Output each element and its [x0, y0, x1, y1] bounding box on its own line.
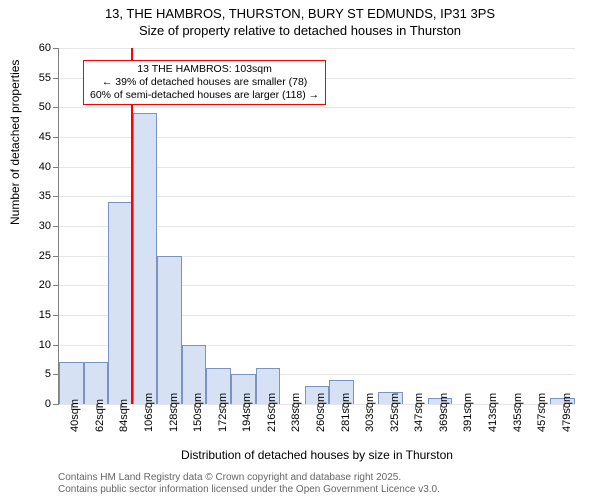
x-axis-label: Distribution of detached houses by size …: [59, 448, 575, 462]
title-line-1: 13, THE HAMBROS, THURSTON, BURY ST EDMUN…: [0, 6, 600, 23]
y-tick-label: 60: [27, 42, 51, 54]
y-tick-label: 10: [27, 339, 51, 351]
y-tick-label: 0: [27, 398, 51, 410]
y-tick: [53, 196, 59, 197]
gridline: [59, 48, 575, 49]
x-tick-label: 435sqm: [512, 393, 524, 432]
x-tick-label: 106sqm: [143, 393, 155, 432]
histogram-bar: [157, 256, 182, 404]
y-tick: [53, 404, 59, 405]
y-tick: [53, 285, 59, 286]
y-tick: [53, 315, 59, 316]
x-tick-label: 62sqm: [94, 399, 106, 432]
y-tick-label: 40: [27, 161, 51, 173]
y-tick: [53, 78, 59, 79]
histogram-bar: [84, 362, 109, 404]
y-tick-label: 55: [27, 72, 51, 84]
y-tick-label: 25: [27, 250, 51, 262]
y-tick-label: 50: [27, 101, 51, 113]
x-tick-label: 238sqm: [290, 393, 302, 432]
histogram-bar: [133, 113, 158, 404]
credit-line-2: Contains public sector information licen…: [58, 484, 440, 496]
gridline: [59, 107, 575, 108]
x-tick-label: 413sqm: [487, 393, 499, 432]
x-tick-label: 216sqm: [266, 393, 278, 432]
y-tick: [53, 167, 59, 168]
y-tick: [53, 48, 59, 49]
credits: Contains HM Land Registry data © Crown c…: [58, 472, 440, 496]
y-tick-label: 30: [27, 220, 51, 232]
y-axis-label: Number of detached properties: [8, 60, 22, 225]
x-tick-label: 84sqm: [118, 399, 130, 432]
credit-line-1: Contains HM Land Registry data © Crown c…: [58, 472, 440, 484]
x-tick-label: 281sqm: [340, 393, 352, 432]
y-tick-label: 35: [27, 190, 51, 202]
y-tick: [53, 345, 59, 346]
y-tick: [53, 107, 59, 108]
histogram-bar: [59, 362, 84, 404]
x-tick-label: 369sqm: [438, 393, 450, 432]
x-tick-label: 150sqm: [192, 393, 204, 432]
title-line-2: Size of property relative to detached ho…: [0, 23, 600, 40]
histogram-bar: [108, 202, 133, 404]
annotation-line: 60% of semi-detached houses are larger (…: [90, 89, 319, 102]
y-tick-label: 20: [27, 279, 51, 291]
x-tick-label: 457sqm: [536, 393, 548, 432]
y-tick-label: 5: [27, 368, 51, 380]
x-tick-label: 128sqm: [168, 393, 180, 432]
x-tick-label: 40sqm: [69, 399, 81, 432]
annotation-line: 13 THE HAMBROS: 103sqm: [90, 63, 319, 76]
annotation-line: ← 39% of detached houses are smaller (78…: [90, 76, 319, 89]
x-tick-label: 194sqm: [241, 393, 253, 432]
y-tick: [53, 226, 59, 227]
y-tick-label: 45: [27, 131, 51, 143]
x-tick-label: 260sqm: [315, 393, 327, 432]
x-tick-label: 391sqm: [462, 393, 474, 432]
chart-container: { "title": { "line1": "13, THE HAMBROS, …: [0, 0, 600, 500]
x-tick-label: 479sqm: [561, 393, 573, 432]
annotation-box: 13 THE HAMBROS: 103sqm← 39% of detached …: [83, 60, 326, 105]
x-tick-label: 347sqm: [413, 393, 425, 432]
y-tick-label: 15: [27, 309, 51, 321]
chart-title: 13, THE HAMBROS, THURSTON, BURY ST EDMUN…: [0, 0, 600, 40]
plot-area: 13 THE HAMBROS: 103sqm← 39% of detached …: [58, 48, 575, 405]
x-tick-label: 325sqm: [389, 393, 401, 432]
y-tick: [53, 256, 59, 257]
x-tick-label: 303sqm: [364, 393, 376, 432]
y-tick: [53, 137, 59, 138]
x-tick-label: 172sqm: [217, 393, 229, 432]
